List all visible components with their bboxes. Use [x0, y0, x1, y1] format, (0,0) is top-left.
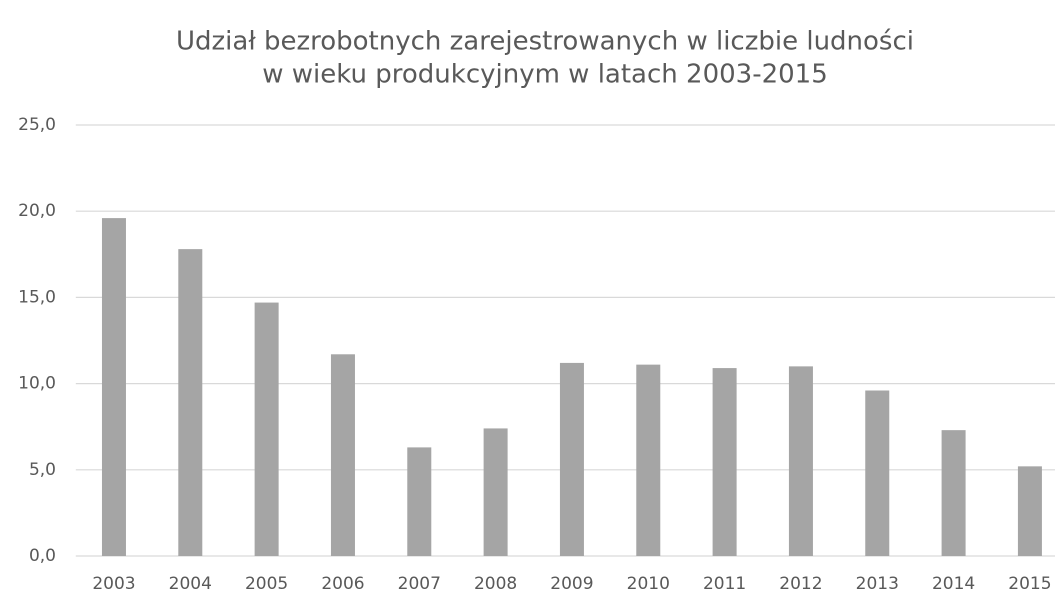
bar — [101, 218, 126, 556]
bar — [636, 364, 661, 556]
x-tick-label: 2003 — [92, 574, 135, 594]
x-tick-label: 2011 — [703, 574, 746, 594]
y-tick-label: 5,0 — [29, 460, 56, 480]
x-tick-label: 2008 — [474, 574, 517, 594]
x-tick-label: 2005 — [245, 574, 288, 594]
bar — [788, 366, 813, 556]
bar — [330, 354, 355, 556]
bar — [941, 430, 966, 556]
bar — [407, 447, 432, 556]
bar — [178, 249, 203, 557]
bar — [1017, 466, 1042, 556]
x-tick-label: 2009 — [550, 574, 593, 594]
x-tick-label: 2006 — [321, 574, 364, 594]
x-tick-label: 2004 — [169, 574, 212, 594]
x-tick-label: 2007 — [398, 574, 441, 594]
chart-title: Udział bezrobotnych zarejestrowanych w l… — [176, 27, 914, 57]
bar — [712, 368, 737, 556]
y-tick-label: 25,0 — [18, 115, 56, 135]
bar — [254, 302, 279, 556]
y-tick-label: 0,0 — [29, 546, 56, 566]
x-tick-label: 2014 — [932, 574, 975, 594]
y-tick-label: 20,0 — [18, 201, 56, 221]
x-tick-label: 2015 — [1008, 574, 1051, 594]
bar — [559, 362, 584, 556]
bar — [483, 428, 508, 556]
x-tick-label: 2013 — [856, 574, 899, 594]
chart-title: w wieku produkcyjnym w latach 2003-2015 — [262, 60, 828, 90]
y-tick-label: 15,0 — [18, 287, 56, 307]
x-tick-label: 2010 — [627, 574, 670, 594]
y-tick-label: 10,0 — [18, 374, 56, 394]
x-tick-label: 2012 — [779, 574, 822, 594]
bar — [865, 390, 890, 556]
